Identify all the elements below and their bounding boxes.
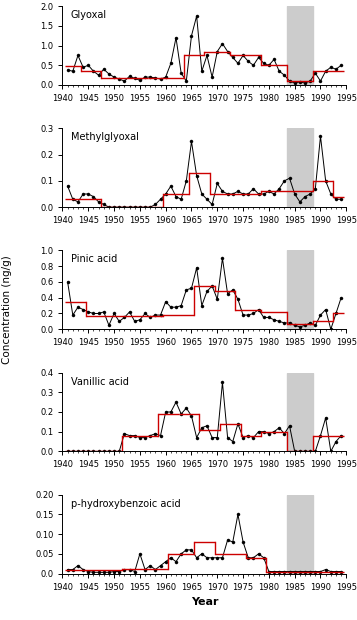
Text: Pinic acid: Pinic acid (71, 254, 117, 264)
X-axis label: Year: Year (191, 597, 218, 607)
Text: Methylglyoxal: Methylglyoxal (71, 132, 139, 142)
Bar (287, 128, 313, 207)
Bar (287, 6, 313, 85)
Bar (287, 373, 313, 451)
Bar (287, 250, 313, 329)
Bar (287, 495, 313, 574)
Text: p-hydroxybenzoic acid: p-hydroxybenzoic acid (71, 498, 181, 508)
Text: Glyoxal: Glyoxal (71, 10, 107, 20)
Text: Vanillic acid: Vanillic acid (71, 376, 129, 386)
Text: Concentration (ng/g): Concentration (ng/g) (2, 255, 12, 365)
